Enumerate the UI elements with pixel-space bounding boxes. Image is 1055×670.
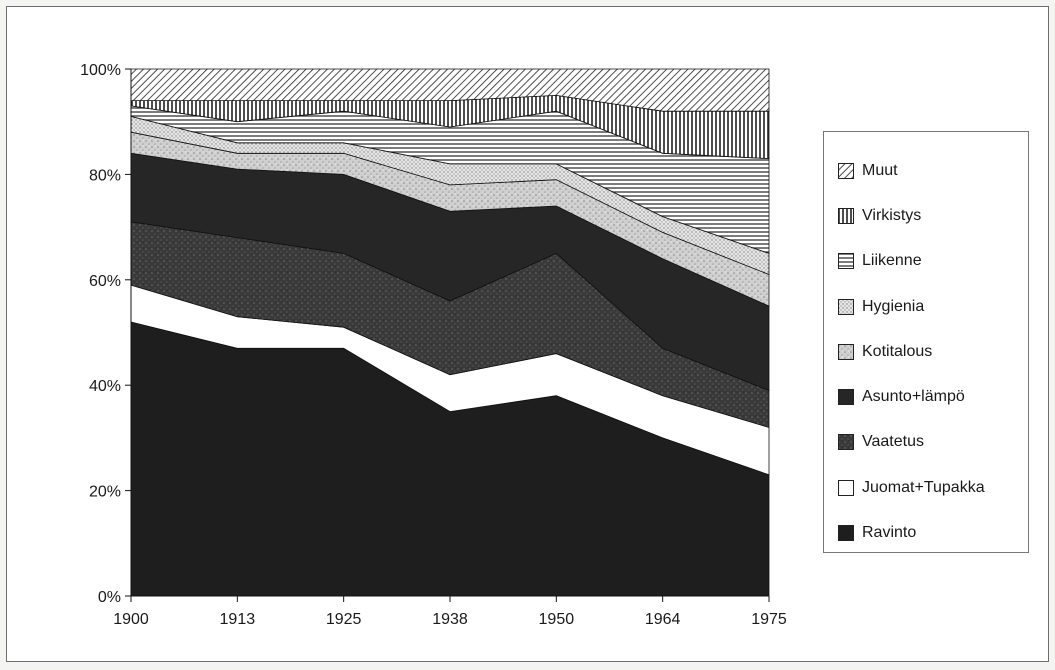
axes: 0% 20% 40% 60% 80% 100% 1900 1913 1925 1938 1950 19… bbox=[80, 62, 787, 628]
y-tick-label: 80% bbox=[89, 167, 121, 184]
y-tick-label: 40% bbox=[89, 378, 121, 395]
area-muut bbox=[130, 68, 770, 112]
legend-item-hygienia: Hygienia bbox=[824, 284, 1028, 329]
x-tick-label: 1913 bbox=[220, 611, 256, 628]
legend-item-ravinto: Ravinto bbox=[824, 510, 1028, 555]
y-tick-label: 0% bbox=[98, 589, 121, 606]
x-tick-label: 1938 bbox=[432, 611, 468, 628]
legend-item-virkistys: Virkistys bbox=[824, 193, 1028, 238]
legend-swatch bbox=[838, 207, 854, 224]
x-tick-label: 1900 bbox=[113, 611, 149, 628]
legend-swatch bbox=[838, 434, 854, 451]
stacked-area-chart: 0% 20% 40% 60% 80% 100% 1900 1913 1925 1938 1950 19… bbox=[80, 62, 787, 628]
chart-frame: 0% 20% 40% 60% 80% 100% 1900 1913 1925 1938 1950 19… bbox=[6, 6, 1049, 662]
legend-label: Hygienia bbox=[862, 297, 925, 315]
legend-item-kotitalous: Kotitalous bbox=[824, 329, 1028, 374]
legend-swatch bbox=[838, 298, 854, 315]
y-tick-label: 60% bbox=[89, 273, 121, 290]
legend-item-vaatetus: Vaatetus bbox=[824, 420, 1028, 465]
legend-label: Ravinto bbox=[862, 524, 917, 542]
legend: Muut Virkistys Liikenne Hygienia Kotitalous A… bbox=[823, 131, 1029, 553]
y-tick-label: 100% bbox=[80, 62, 121, 79]
legend-label: Virkistys bbox=[862, 206, 922, 224]
legend-item-muut: Muut bbox=[824, 148, 1028, 193]
legend-swatch bbox=[838, 525, 854, 542]
x-tick-label: 1964 bbox=[645, 611, 681, 628]
x-tick-label: 1925 bbox=[326, 611, 362, 628]
y-tick-label: 20% bbox=[89, 484, 121, 501]
legend-swatch bbox=[838, 479, 854, 496]
x-tick-label: 1950 bbox=[539, 611, 575, 628]
legend-label: Liikenne bbox=[862, 252, 922, 270]
legend-swatch bbox=[838, 389, 854, 406]
area-layers bbox=[130, 68, 770, 597]
legend-item-juomat-tupakka: Juomat+Tupakka bbox=[824, 465, 1028, 510]
legend-item-liikenne: Liikenne bbox=[824, 239, 1028, 284]
legend-label: Asunto+lämpö bbox=[862, 388, 965, 406]
x-tick-label: 1975 bbox=[751, 611, 787, 628]
legend-label: Muut bbox=[862, 161, 898, 179]
legend-swatch bbox=[838, 162, 854, 179]
legend-swatch bbox=[838, 343, 854, 360]
legend-label: Vaatetus bbox=[862, 433, 924, 451]
legend-label: Kotitalous bbox=[862, 342, 933, 360]
legend-item-asunto-l-mp: Asunto+lämpö bbox=[824, 374, 1028, 419]
legend-label: Juomat+Tupakka bbox=[862, 478, 985, 496]
legend-swatch bbox=[838, 253, 854, 270]
